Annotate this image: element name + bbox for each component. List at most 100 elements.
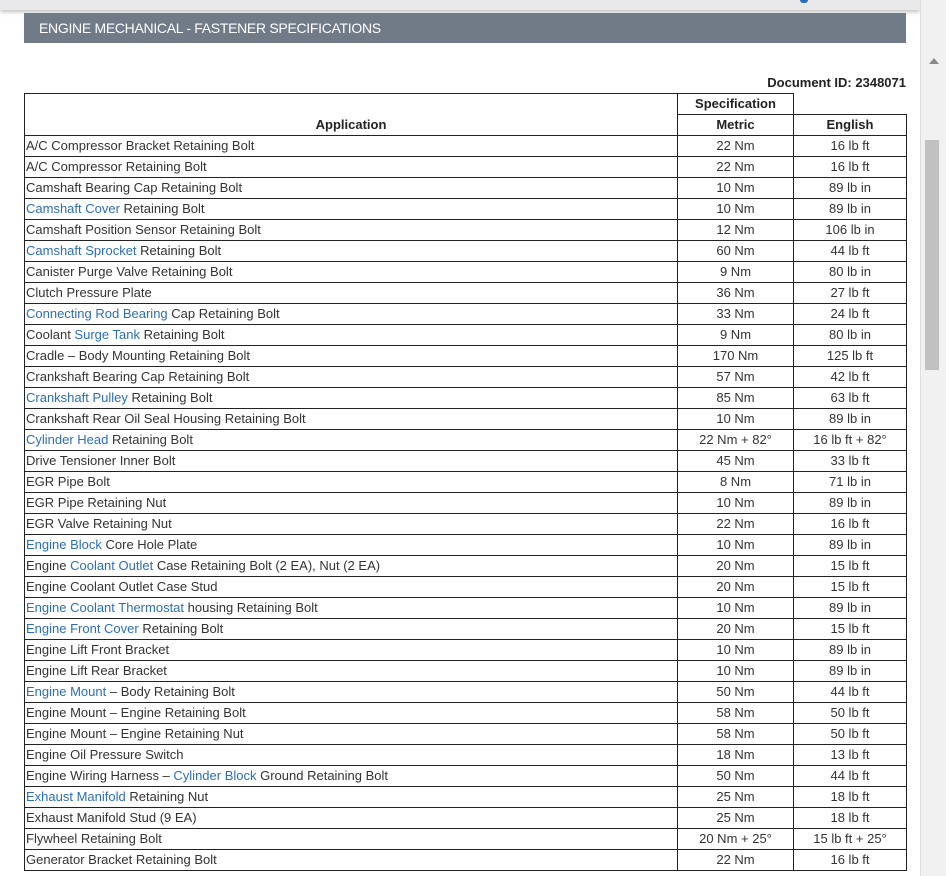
metric-value: 10 Nm xyxy=(677,534,794,556)
component-link[interactable]: Engine Block xyxy=(26,537,102,552)
component-link[interactable]: Connecting Rod Bearing xyxy=(26,306,168,321)
component-link[interactable]: Engine Coolant Thermostat xyxy=(26,600,185,615)
metric-value: 9 Nm xyxy=(677,261,794,283)
component-link[interactable]: Engine Front Cover xyxy=(26,621,139,636)
application-cell: Cradle – Body Mounting Retaining Bolt xyxy=(24,345,678,367)
component-link[interactable]: Camshaft Sprocket xyxy=(26,243,137,258)
application-text: Camshaft Bearing Cap Retaining Bolt xyxy=(26,180,243,195)
english-value: 50 lb ft xyxy=(793,702,907,724)
table-row: Engine Coolant Thermostat housing Retain… xyxy=(24,597,907,619)
english-value: 15 lb ft xyxy=(793,555,907,577)
component-link[interactable]: Exhaust Manifold xyxy=(26,789,126,804)
application-text: Cap Retaining Bolt xyxy=(167,306,280,321)
metric-value: 170 Nm xyxy=(677,345,794,367)
metric-value: 50 Nm xyxy=(677,681,794,703)
english-value: 89 lb in xyxy=(793,198,907,220)
application-text: Canister Purge Valve Retaining Bolt xyxy=(26,264,233,279)
table-row: Exhaust Manifold Stud (9 EA) 25 Nm 18 lb f… xyxy=(24,807,907,829)
metric-value: 10 Nm xyxy=(677,492,794,514)
table-row: Engine Mount – Engine Retaining Bolt 58 N… xyxy=(24,702,907,724)
metric-value: 20 Nm + 25° xyxy=(677,828,794,850)
table-row: Engine Oil Pressure Switch 18 Nm 13 lb ft xyxy=(24,744,907,766)
table-row: Engine Mount – Engine Retaining Nut 58 Nm… xyxy=(24,723,907,745)
metric-value: 20 Nm xyxy=(677,618,794,640)
component-link[interactable]: Cylinder Head xyxy=(26,432,109,447)
english-value: 125 lb ft xyxy=(793,345,907,367)
table-row: Crankshaft Bearing Cap Retaining Bolt 57 … xyxy=(24,366,907,388)
application-cell: A/C Compressor Bracket Retaining Bolt xyxy=(24,135,678,157)
application-text: Engine Mount – Engine Retaining Bolt xyxy=(26,705,246,720)
table-row: EGR Pipe Retaining Nut 10 Nm 89 lb in xyxy=(24,492,907,514)
table-row: Crankshaft Rear Oil Seal Housing Retaini… xyxy=(24,408,907,430)
application-text: Retaining Nut xyxy=(125,789,209,804)
metric-value: 10 Nm xyxy=(677,660,794,682)
component-link[interactable]: Cylinder Block xyxy=(173,768,257,783)
scroll-up-arrow-icon[interactable] xyxy=(929,58,939,64)
metric-value: 10 Nm xyxy=(677,408,794,430)
table-row: Flywheel Retaining Bolt 20 Nm + 25° 15 lb … xyxy=(24,828,907,850)
english-value: 18 lb ft xyxy=(793,786,907,808)
english-value: 18 lb ft xyxy=(793,807,907,829)
application-cell: Engine Coolant Outlet Case Retaining Bol… xyxy=(24,555,678,577)
application-text: Cradle – Body Mounting Retaining Bolt xyxy=(26,348,251,363)
metric-value: 22 Nm + 82° xyxy=(677,429,794,451)
application-text: Engine Oil Pressure Switch xyxy=(26,747,184,762)
metric-value: 58 Nm xyxy=(677,723,794,745)
table-row: Coolant Surge Tank Retaining Bolt 9 Nm 80 … xyxy=(24,324,907,346)
english-value: 71 lb in xyxy=(793,471,907,493)
application-cell: Coolant Surge Tank Retaining Bolt xyxy=(24,324,678,346)
english-value: 80 lb in xyxy=(793,261,907,283)
vertical-scrollbar[interactable] xyxy=(920,0,946,876)
english-value: 80 lb in xyxy=(793,324,907,346)
table-row: Camshaft Cover Retaining Bolt 10 Nm 89 lb … xyxy=(24,198,907,220)
application-text: Crankshaft Bearing Cap Retaining Bolt xyxy=(26,369,250,384)
metric-value: 60 Nm xyxy=(677,240,794,262)
metric-value: 9 Nm xyxy=(677,324,794,346)
application-text: Core Hole Plate xyxy=(101,537,198,552)
metric-value: 8 Nm xyxy=(677,471,794,493)
application-cell: Engine Coolant Outlet Case Stud xyxy=(24,576,678,598)
application-cell: Crankshaft Bearing Cap Retaining Bolt xyxy=(24,366,678,388)
component-link[interactable]: Engine Mount xyxy=(26,684,107,699)
english-value: 89 lb in xyxy=(793,660,907,682)
table-row: Engine Front Cover Retaining Bolt 20 Nm 15… xyxy=(24,618,907,640)
application-text: Coolant xyxy=(26,327,75,342)
application-cell: Crankshaft Rear Oil Seal Housing Retaini… xyxy=(24,408,678,430)
table-row: Exhaust Manifold Retaining Nut 25 Nm 18 lb… xyxy=(24,786,907,808)
application-cell: Engine Mount – Engine Retaining Bolt xyxy=(24,702,678,724)
component-link[interactable]: Crankshaft Pulley xyxy=(26,390,128,405)
english-value: 15 lb ft xyxy=(793,618,907,640)
table-row: A/C Compressor Retaining Bolt 22 Nm 16 lb … xyxy=(24,156,907,178)
application-cell: Camshaft Position Sensor Retaining Bolt xyxy=(24,219,678,241)
application-text: EGR Pipe Bolt xyxy=(26,474,110,489)
english-value: 33 lb ft xyxy=(793,450,907,472)
application-cell: Engine Lift Front Bracket xyxy=(24,639,678,661)
application-text: EGR Valve Retaining Nut xyxy=(26,516,172,531)
english-value: 89 lb in xyxy=(793,492,907,514)
scrollbar-thumb[interactable] xyxy=(925,140,939,370)
component-link[interactable]: Camshaft Cover xyxy=(26,201,120,216)
metric-value: 36 Nm xyxy=(677,282,794,304)
table-row: Generator Bracket Retaining Bolt 22 Nm 16 … xyxy=(24,849,907,871)
metric-value: 10 Nm xyxy=(677,198,794,220)
header-english: English xyxy=(793,114,907,136)
component-link[interactable]: Surge Tank xyxy=(74,327,140,342)
table-row: Drive Tensioner Inner Bolt 45 Nm 33 lb ft xyxy=(24,450,907,472)
application-cell: Generator Bracket Retaining Bolt xyxy=(24,849,678,871)
metric-value: 10 Nm xyxy=(677,177,794,199)
application-cell: Engine Mount – Body Retaining Bolt xyxy=(24,681,678,703)
metric-value: 10 Nm xyxy=(677,597,794,619)
application-text: Engine Lift Rear Bracket xyxy=(26,663,167,678)
application-text: Ground Retaining Bolt xyxy=(256,768,389,783)
application-text: Case Retaining Bolt (2 EA), Nut (2 EA) xyxy=(153,558,381,573)
application-text: housing Retaining Bolt xyxy=(184,600,318,615)
table-row: A/C Compressor Bracket Retaining Bolt 22 … xyxy=(24,135,907,157)
toolbar-link-fragment[interactable] xyxy=(800,0,808,3)
metric-value: 20 Nm xyxy=(677,576,794,598)
application-text: Engine Lift Front Bracket xyxy=(26,642,170,657)
application-cell: Engine Coolant Thermostat housing Retain… xyxy=(24,597,678,619)
section-header: ENGINE MECHANICAL - FASTENER SPECIFICATI… xyxy=(24,13,906,43)
english-value: 89 lb in xyxy=(793,177,907,199)
component-link[interactable]: Coolant Outlet xyxy=(70,558,154,573)
english-value: 106 lb in xyxy=(793,219,907,241)
